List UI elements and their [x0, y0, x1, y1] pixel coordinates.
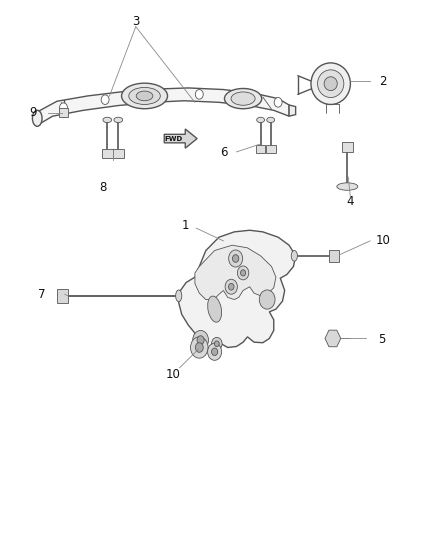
- Ellipse shape: [208, 296, 222, 322]
- FancyBboxPatch shape: [256, 145, 265, 153]
- FancyBboxPatch shape: [102, 149, 113, 158]
- Circle shape: [212, 337, 222, 350]
- Circle shape: [193, 330, 208, 350]
- Ellipse shape: [114, 117, 123, 123]
- Text: 4: 4: [346, 195, 354, 208]
- Polygon shape: [164, 129, 197, 148]
- Ellipse shape: [291, 251, 297, 261]
- Circle shape: [259, 290, 275, 309]
- FancyBboxPatch shape: [57, 289, 68, 303]
- Polygon shape: [289, 105, 296, 116]
- Text: 8: 8: [99, 181, 106, 194]
- Text: 10: 10: [376, 235, 391, 247]
- Circle shape: [233, 255, 239, 262]
- Text: 5: 5: [378, 333, 385, 346]
- Text: 2: 2: [379, 75, 387, 87]
- Ellipse shape: [311, 63, 350, 104]
- Polygon shape: [37, 88, 289, 125]
- Circle shape: [229, 284, 234, 290]
- Circle shape: [215, 341, 219, 346]
- Circle shape: [240, 270, 246, 276]
- Circle shape: [229, 250, 243, 267]
- Polygon shape: [179, 230, 296, 350]
- Ellipse shape: [225, 88, 262, 109]
- Ellipse shape: [129, 87, 160, 104]
- Circle shape: [195, 90, 203, 99]
- Circle shape: [101, 95, 109, 104]
- Ellipse shape: [324, 77, 337, 91]
- FancyBboxPatch shape: [113, 149, 124, 158]
- FancyBboxPatch shape: [342, 142, 353, 152]
- FancyBboxPatch shape: [266, 145, 276, 153]
- Ellipse shape: [337, 183, 358, 190]
- Circle shape: [274, 98, 282, 107]
- Ellipse shape: [32, 110, 42, 126]
- Circle shape: [208, 343, 222, 360]
- Circle shape: [197, 336, 204, 344]
- Text: 10: 10: [166, 368, 180, 381]
- Text: 9: 9: [29, 107, 37, 119]
- Text: 3: 3: [132, 15, 139, 28]
- Circle shape: [212, 348, 218, 356]
- Circle shape: [195, 343, 203, 352]
- Text: FWD: FWD: [165, 135, 183, 142]
- Circle shape: [225, 279, 237, 294]
- FancyBboxPatch shape: [328, 250, 339, 262]
- Ellipse shape: [267, 117, 275, 123]
- FancyBboxPatch shape: [59, 108, 68, 117]
- Ellipse shape: [231, 92, 255, 106]
- Circle shape: [60, 103, 67, 112]
- Ellipse shape: [318, 70, 344, 98]
- Ellipse shape: [257, 117, 265, 123]
- Ellipse shape: [176, 290, 182, 302]
- Text: 6: 6: [219, 146, 227, 159]
- Circle shape: [191, 337, 208, 358]
- Ellipse shape: [136, 91, 153, 101]
- Polygon shape: [195, 245, 276, 300]
- Ellipse shape: [103, 117, 112, 123]
- Ellipse shape: [122, 83, 168, 109]
- Text: 7: 7: [38, 288, 46, 301]
- Text: 1: 1: [181, 219, 189, 232]
- Circle shape: [237, 266, 249, 280]
